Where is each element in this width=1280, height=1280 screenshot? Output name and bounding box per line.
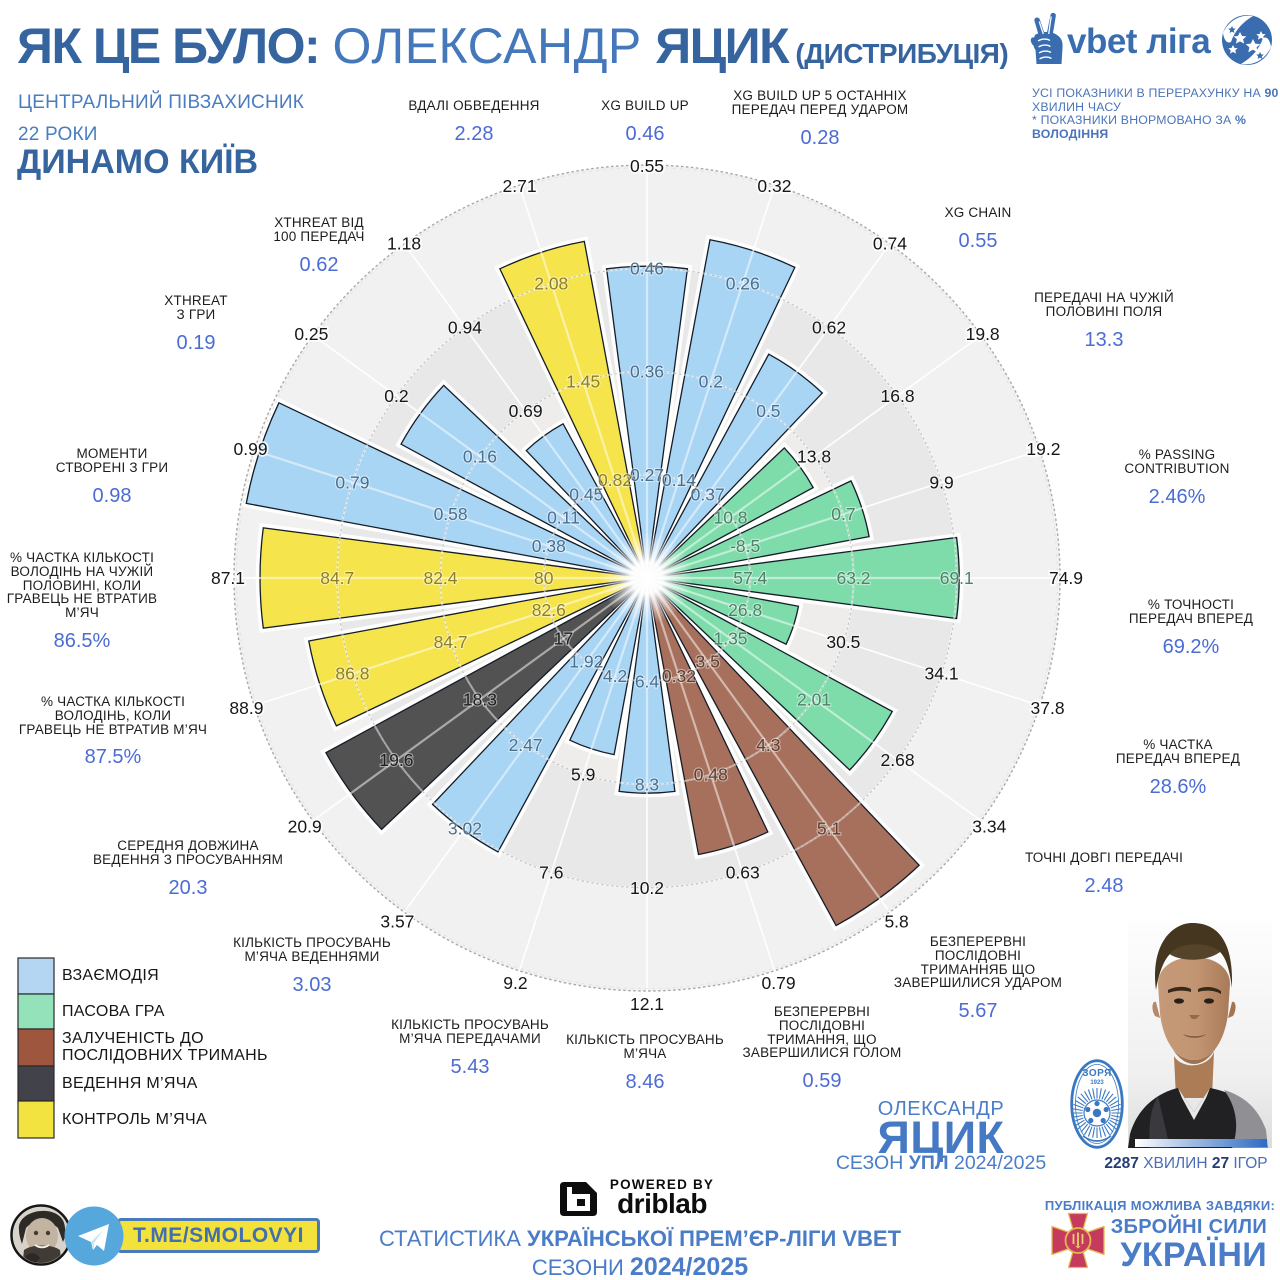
svg-text:1.45: 1.45 xyxy=(566,372,600,392)
svg-text:0.14: 0.14 xyxy=(662,470,696,490)
svg-text:63.2: 63.2 xyxy=(836,568,870,588)
svg-text:13.8: 13.8 xyxy=(797,447,831,467)
svg-text:0.2: 0.2 xyxy=(384,386,408,406)
svg-text:0.25: 0.25 xyxy=(294,324,328,344)
svg-text:0.2: 0.2 xyxy=(699,372,723,392)
svg-text:26.8: 26.8 xyxy=(728,600,762,620)
svg-text:1.92: 1.92 xyxy=(569,652,603,672)
svg-text:5.9: 5.9 xyxy=(571,764,595,784)
svg-text:0.5: 0.5 xyxy=(756,401,780,421)
svg-text:0.79: 0.79 xyxy=(762,973,796,993)
svg-text:3.5: 3.5 xyxy=(696,652,720,672)
svg-text:0.37: 0.37 xyxy=(691,484,725,504)
svg-text:37.8: 37.8 xyxy=(1031,698,1065,718)
svg-text:4.2: 4.2 xyxy=(603,666,627,686)
svg-text:12.1: 12.1 xyxy=(630,994,664,1014)
svg-text:34.1: 34.1 xyxy=(925,664,959,684)
svg-text:30.5: 30.5 xyxy=(826,632,860,652)
svg-text:16.8: 16.8 xyxy=(881,386,915,406)
svg-text:5.8: 5.8 xyxy=(884,912,908,932)
svg-text:0.55: 0.55 xyxy=(630,156,664,176)
svg-text:0.82: 0.82 xyxy=(598,470,632,490)
svg-text:1923: 1923 xyxy=(1090,1080,1104,1086)
svg-text:0.7: 0.7 xyxy=(831,504,855,524)
svg-text:7.6: 7.6 xyxy=(539,863,563,883)
svg-text:0.58: 0.58 xyxy=(434,504,468,524)
svg-text:82.6: 82.6 xyxy=(532,600,566,620)
svg-text:86.8: 86.8 xyxy=(335,664,369,684)
svg-text:1.35: 1.35 xyxy=(713,629,747,649)
svg-text:10.8: 10.8 xyxy=(713,507,747,527)
svg-text:0.69: 0.69 xyxy=(509,401,543,421)
svg-text:17: 17 xyxy=(554,629,573,649)
svg-text:4.3: 4.3 xyxy=(756,735,780,755)
svg-text:74.9: 74.9 xyxy=(1049,568,1083,588)
svg-text:19.6: 19.6 xyxy=(379,750,413,770)
svg-text:0.26: 0.26 xyxy=(726,273,760,293)
svg-text:10.2: 10.2 xyxy=(630,878,664,898)
svg-text:8.3: 8.3 xyxy=(635,775,659,795)
svg-text:0.74: 0.74 xyxy=(873,234,907,254)
svg-text:2.68: 2.68 xyxy=(881,750,915,770)
svg-text:vbet ліга: vbet ліга xyxy=(1067,22,1211,61)
svg-text:0.38: 0.38 xyxy=(532,536,566,556)
svg-text:82.4: 82.4 xyxy=(423,568,457,588)
svg-text:0.94: 0.94 xyxy=(448,317,482,337)
svg-text:0.11: 0.11 xyxy=(547,507,580,527)
svg-text:84.7: 84.7 xyxy=(434,632,468,652)
svg-text:19.8: 19.8 xyxy=(966,324,1000,344)
svg-text:2.08: 2.08 xyxy=(534,273,568,293)
svg-text:0.63: 0.63 xyxy=(726,863,760,883)
svg-text:0.32: 0.32 xyxy=(757,176,791,196)
svg-text:0.27: 0.27 xyxy=(630,465,664,485)
svg-text:9.9: 9.9 xyxy=(929,472,953,492)
svg-text:6.4: 6.4 xyxy=(635,671,660,691)
svg-text:18.3: 18.3 xyxy=(463,689,497,709)
svg-text:9.2: 9.2 xyxy=(503,973,527,993)
svg-text:84.7: 84.7 xyxy=(320,568,354,588)
svg-text:0.36: 0.36 xyxy=(630,362,664,382)
svg-text:3.57: 3.57 xyxy=(380,912,414,932)
svg-text:2.71: 2.71 xyxy=(503,176,537,196)
svg-text:80: 80 xyxy=(534,568,554,588)
svg-text:0.32: 0.32 xyxy=(662,666,696,686)
svg-text:57.4: 57.4 xyxy=(733,568,767,588)
svg-text:5.1: 5.1 xyxy=(817,819,841,839)
svg-text:20.9: 20.9 xyxy=(288,817,322,837)
svg-text:0.79: 0.79 xyxy=(335,472,369,492)
svg-text:0.46: 0.46 xyxy=(630,258,664,278)
svg-text:87.1: 87.1 xyxy=(211,568,245,588)
svg-text:69.1: 69.1 xyxy=(940,568,974,588)
svg-text:19.2: 19.2 xyxy=(1026,439,1060,459)
svg-text:88.9: 88.9 xyxy=(229,698,263,718)
svg-text:0.48: 0.48 xyxy=(694,764,728,784)
svg-text:2.01: 2.01 xyxy=(797,689,831,709)
svg-text:0.62: 0.62 xyxy=(812,317,846,337)
svg-text:ЗОРЯ: ЗОРЯ xyxy=(1082,1068,1112,1079)
svg-text:-8.5: -8.5 xyxy=(730,536,760,556)
svg-text:3.34: 3.34 xyxy=(972,817,1006,837)
svg-text:0.45: 0.45 xyxy=(569,484,603,504)
svg-text:3.02: 3.02 xyxy=(448,819,482,839)
svg-text:2.47: 2.47 xyxy=(509,735,543,755)
svg-text:0.99: 0.99 xyxy=(234,439,268,459)
svg-text:0.16: 0.16 xyxy=(463,447,497,467)
svg-text:1.18: 1.18 xyxy=(387,234,421,254)
